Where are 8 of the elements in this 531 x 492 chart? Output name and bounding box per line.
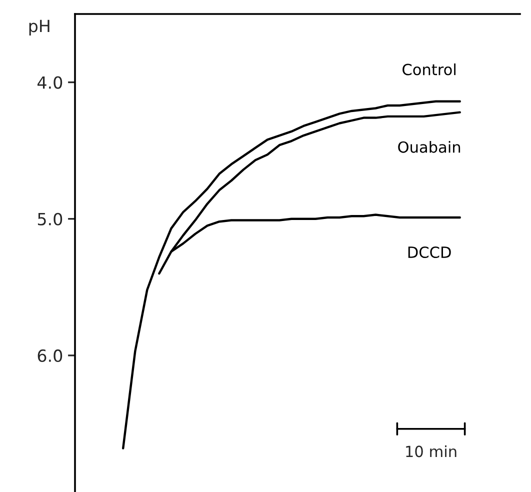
series-label: DCCD	[408, 246, 451, 258]
y-tick-label: 6.0	[38, 349, 62, 362]
annotation: 10 min	[406, 445, 456, 458]
series-label: Control	[402, 63, 456, 76]
series-label: Ouabain	[398, 141, 460, 153]
y-tick-label: 5.0	[38, 212, 62, 226]
y-tick-label: 4.0	[38, 76, 62, 89]
y-axis-title: pH	[29, 20, 50, 36]
